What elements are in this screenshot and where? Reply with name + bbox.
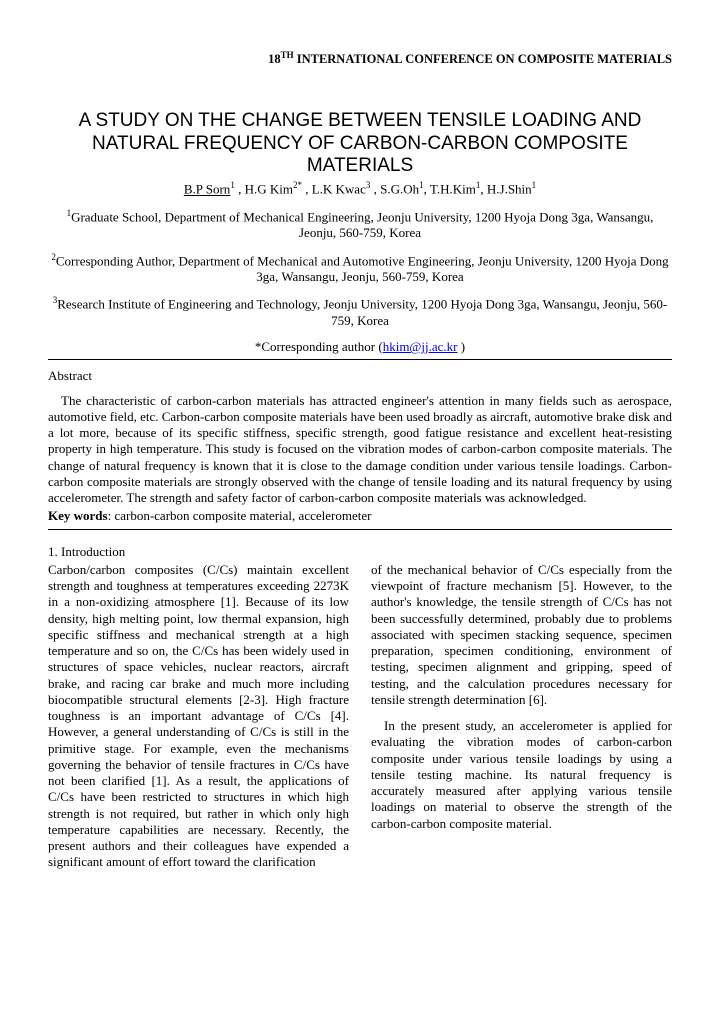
intro-columns: Carbon/carbon composites (C/Cs) maintain… bbox=[48, 562, 672, 871]
authors-line: B.P Sorn1 , H.G Kim2* , L.K Kwac3 , S.G.… bbox=[48, 180, 672, 198]
aff2-text: Corresponding Author, Department of Mech… bbox=[56, 253, 669, 284]
rule-top bbox=[48, 359, 672, 360]
paper-title: A STUDY ON THE CHANGE BETWEEN TENSILE LO… bbox=[48, 110, 672, 178]
author-3-sup: 3 bbox=[366, 180, 371, 190]
author-3: L.K Kwac bbox=[312, 182, 366, 197]
author-5-sup: 1 bbox=[476, 180, 481, 190]
author-2-sup: 2* bbox=[293, 180, 302, 190]
corresp-suffix: ) bbox=[458, 339, 466, 354]
affiliation-1: 1Graduate School, Department of Mechanic… bbox=[48, 208, 672, 242]
abstract-body: The characteristic of carbon-carbon mate… bbox=[48, 393, 672, 507]
corresp-prefix: *Corresponding author ( bbox=[255, 339, 383, 354]
intro-para-2: of the mechanical behavior of C/Cs espec… bbox=[371, 562, 672, 708]
keywords-label: Key words bbox=[48, 508, 108, 523]
author-5: T.H.Kim bbox=[430, 182, 476, 197]
intro-para-1: Carbon/carbon composites (C/Cs) maintain… bbox=[48, 562, 349, 871]
author-4-sup: 1 bbox=[419, 180, 424, 190]
conference-header: 18TH INTERNATIONAL CONFERENCE ON COMPOSI… bbox=[48, 50, 672, 68]
aff3-text: Research Institute of Engineering and Te… bbox=[57, 297, 667, 328]
abstract-label: Abstract bbox=[48, 368, 672, 384]
section-1-heading: 1. Introduction bbox=[48, 544, 672, 560]
affiliation-3: 3Research Institute of Engineering and T… bbox=[48, 295, 672, 329]
corresp-email-link[interactable]: hkim@jj.ac.kr bbox=[383, 339, 458, 354]
author-2: H.G Kim bbox=[245, 182, 293, 197]
author-4: S.G.Oh bbox=[380, 182, 419, 197]
author-1: B.P Sorn bbox=[184, 182, 230, 197]
author-1-sup: 1 bbox=[230, 180, 235, 190]
rule-bottom bbox=[48, 529, 672, 530]
affiliation-2: 2Corresponding Author, Department of Mec… bbox=[48, 252, 672, 286]
keywords-text: : carbon-carbon composite material, acce… bbox=[108, 508, 372, 523]
corresponding-author: *Corresponding author (hkim@jj.ac.kr ) bbox=[48, 339, 672, 355]
author-6: H.J.Shin bbox=[487, 182, 532, 197]
intro-para-3: In the present study, an accelerometer i… bbox=[371, 718, 672, 832]
author-6-sup: 1 bbox=[532, 180, 537, 190]
keywords: Key words: carbon-carbon composite mater… bbox=[48, 508, 672, 524]
aff1-text: Graduate School, Department of Mechanica… bbox=[71, 209, 653, 240]
